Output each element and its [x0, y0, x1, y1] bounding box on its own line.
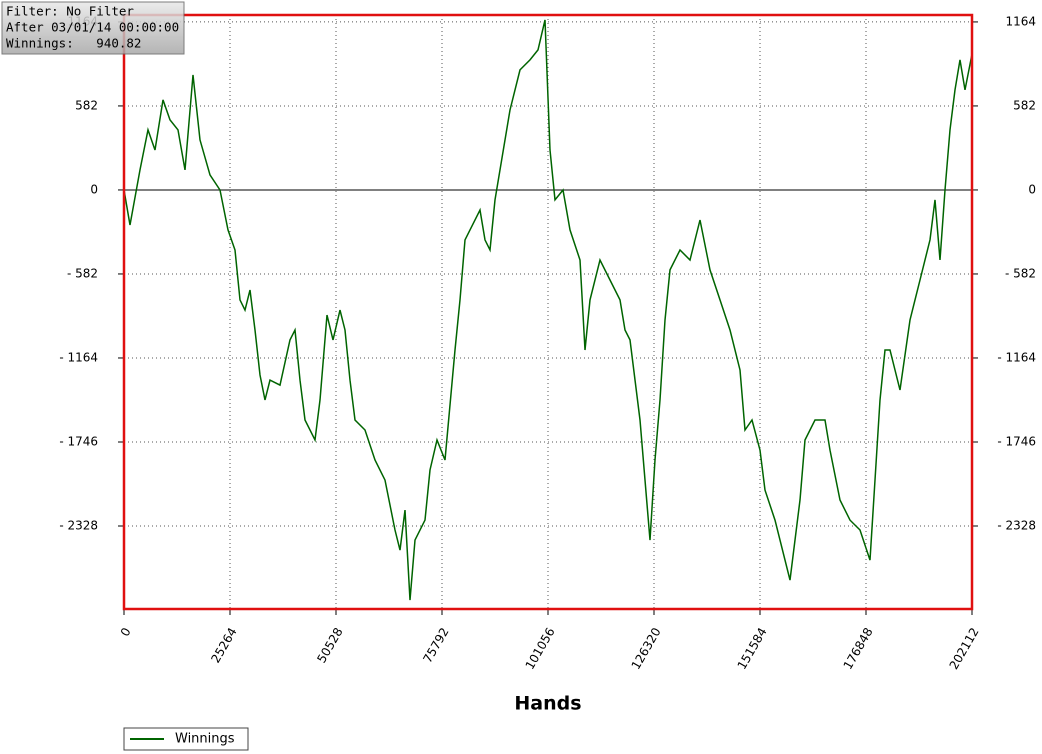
- y-tick-label: - 582: [67, 266, 98, 280]
- y-tick-label: - 2328: [59, 518, 98, 532]
- legend: Winnings: [123, 727, 249, 751]
- y2-tick-label: 0: [1028, 182, 1036, 196]
- legend-label: Winnings: [175, 732, 235, 747]
- y-tick-label: - 1746: [59, 434, 98, 448]
- y-tick-label: 582: [75, 98, 98, 112]
- y-tick-label: 0: [90, 182, 98, 196]
- info-text: Filter: No Filter: [6, 4, 134, 19]
- x-tick-label: 176848: [841, 625, 876, 672]
- x-tick-label: 0: [118, 625, 134, 639]
- y2-tick-label: - 2328: [997, 518, 1036, 532]
- x-tick-label: 202112: [947, 625, 982, 672]
- info-text: Winnings: 940.82: [6, 36, 141, 51]
- x-axis-title: Hands: [514, 693, 581, 715]
- y2-tick-label: - 1746: [997, 434, 1036, 448]
- legend-box: [123, 727, 249, 751]
- y2-tick-label: 1164: [1005, 14, 1036, 28]
- x-tick-label: 50528: [314, 625, 345, 665]
- y-tick-label: - 1164: [59, 350, 98, 364]
- info-text: After 03/01/14 00:00:00: [6, 20, 179, 35]
- y2-tick-label: 582: [1013, 98, 1036, 112]
- x-tick-label: 126320: [629, 625, 664, 672]
- x-tick-label: 75792: [420, 625, 451, 665]
- y2-tick-label: - 582: [1005, 266, 1036, 280]
- plot-frame: [122, 13, 974, 611]
- y2-tick-label: - 1164: [997, 350, 1036, 364]
- line: [123, 19, 973, 601]
- x-tick-label: 101056: [523, 625, 558, 672]
- info-background: [1, 1, 185, 55]
- x-tick-label: 151584: [735, 625, 770, 672]
- x-tick-label: 25264: [208, 625, 239, 665]
